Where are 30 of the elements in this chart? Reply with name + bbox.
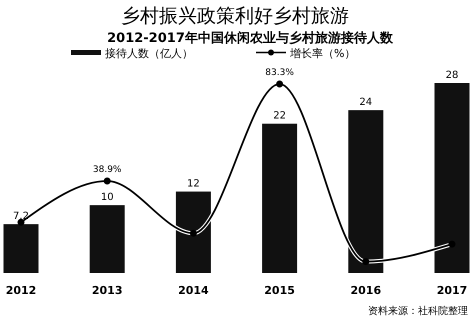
- data-label: 38.9%: [92, 165, 122, 176]
- chart-title: 乡村振兴政策利好乡村旅游: [121, 5, 349, 27]
- data-label: 28: [446, 70, 458, 81]
- x-tick-label: 2017: [436, 284, 468, 297]
- legend-label: 增长率（%）: [289, 47, 356, 60]
- chart-subtitle: 2012-2017年中国休闲农业与乡村旅游接待人数: [107, 30, 394, 46]
- x-tick-label: 2013: [92, 284, 123, 297]
- point: [276, 80, 284, 88]
- legend-label: 接待人数（亿人）: [105, 47, 193, 60]
- data-label: 22: [273, 110, 286, 122]
- bar: [90, 205, 125, 273]
- bar: [434, 83, 470, 273]
- point: [448, 240, 456, 248]
- bar: [4, 224, 38, 273]
- bar: [262, 124, 298, 273]
- x-tick-label: 2012: [6, 284, 36, 297]
- data-label: 12: [187, 178, 200, 190]
- point: [104, 178, 111, 185]
- x-tick-label: 2016: [350, 284, 382, 297]
- x-tick-label: 2014: [178, 284, 210, 297]
- x-tick-label: 2015: [264, 284, 295, 297]
- data-label: 24: [359, 97, 372, 108]
- point: [190, 230, 197, 237]
- point: [362, 258, 370, 266]
- data-label: 83.3%: [265, 68, 294, 78]
- text: 资料来源：社科院整理: [368, 305, 468, 317]
- bar: [176, 192, 211, 273]
- data-label: 10: [100, 192, 114, 204]
- point: [18, 218, 24, 226]
- bar: [348, 110, 384, 273]
